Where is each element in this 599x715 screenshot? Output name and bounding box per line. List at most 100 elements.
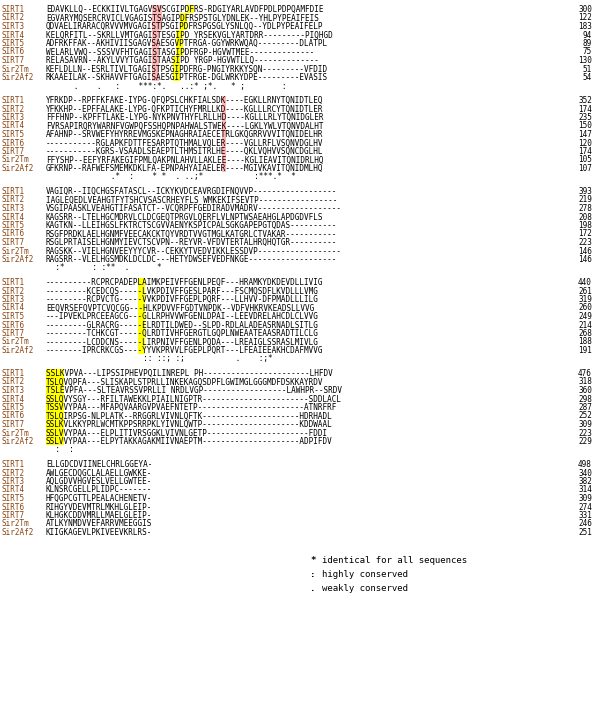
Text: -----------KGRS-VSAADLSEAEPTLTHMSITRLHE----QKLVQHVVSQNCDGLHL: -----------KGRS-VSAADLSEAEPTLTHMSITRLHE-…	[46, 147, 323, 156]
Text: ---------RCPVCTG-----VVKPDIVFFGEPLPQRF---LLHVV-DFPMADLLLILG: ---------RCPVCTG-----VVKPDIVFFGEPLPQRF--…	[46, 295, 319, 304]
Bar	[138, 345, 144, 354]
Text: Sir2Af2: Sir2Af2	[2, 164, 34, 173]
Text: 298: 298	[578, 395, 592, 403]
Text: RAGSRR--VLELHGSMDKLDCLDC---HETYDWSEFVEDFNKGE-------------------: RAGSRR--VLELHGSMDKLDCLDC---HETYDWSEFVEDF…	[46, 255, 337, 264]
Text: 246: 246	[578, 520, 592, 528]
Text: 51: 51	[583, 64, 592, 74]
Bar	[152, 21, 162, 30]
Text: SIRT3: SIRT3	[2, 22, 25, 31]
Text: SSLVVYPAA---ELPLITIVRSGGKLVIVNLGETP----------------------FDDI: SSLVVYPAA---ELPLITIVRSGGKLVIVNLGETP-----…	[46, 428, 328, 438]
Text: .*  :    * *  . ..;*           :***.*  *: .* : * * . ..;* :***.* *	[46, 172, 342, 182]
Text: SIRT2: SIRT2	[2, 104, 25, 114]
Text: RKAAEILAK--SKHAVVFTGAGISAESGIPTFRGE-DGLWRKYDPE---------EVASIS: RKAAEILAK--SKHAVVFTGAGISAESGIPTFRGE-DGLW…	[46, 73, 328, 82]
Text: ELLGDCDVIINELCHRLGGEYA-: ELLGDCDVIINELCHRLGGEYA-	[46, 460, 152, 469]
Text: ---------KCEDCQS-----LVKPDIVFFGESLPARF---FSCMQSDFLKVDLLLVMG: ---------KCEDCQS-----LVKPDIVFFGESLPARF--…	[46, 287, 319, 295]
Bar	[222, 138, 225, 147]
Text: 183: 183	[578, 22, 592, 31]
Bar	[46, 377, 63, 385]
Text: KEFLDLLN--ESRLTIVLTGAGISTPSGIPDFRG-PNGIYRKKYSQN---------VFDID: KEFLDLLN--ESRLTIVLTGAGISTPSGIPDFRG-PNGIY…	[46, 64, 328, 74]
Text: 75: 75	[583, 47, 592, 56]
Text: SIRT2: SIRT2	[2, 195, 25, 204]
Text: 440: 440	[578, 278, 592, 287]
Text: ---------GLRACRG-----ELRDTILDWED--SLPD-RDLALADEASRNADLSITLG: ---------GLRACRG-----ELRDTILDWED--SLPD-R…	[46, 320, 319, 330]
Text: 120: 120	[578, 139, 592, 147]
Text: KLHGKCDDVMRLLMAELGLEIP-: KLHGKCDDVMRLLMAELGLEIP-	[46, 511, 152, 520]
Text: SIRT5: SIRT5	[2, 494, 25, 503]
Text: 300: 300	[578, 5, 592, 14]
Text: 223: 223	[578, 428, 592, 438]
Bar	[152, 64, 159, 72]
Text: SIRT3: SIRT3	[2, 295, 25, 304]
Bar	[222, 104, 225, 112]
Text: .    .   :    ***:*.   ..:* ;*.   * ;        :: . . : ***:*. ..:* ;*. * ; :	[46, 82, 351, 91]
Text: weakly conserved: weakly conserved	[322, 584, 408, 593]
Text: 150: 150	[578, 122, 592, 131]
Text: 219: 219	[578, 195, 592, 204]
Bar	[176, 30, 183, 39]
Bar	[138, 312, 144, 320]
Text: SIRT2: SIRT2	[2, 287, 25, 295]
Text: 331: 331	[578, 511, 592, 520]
Text: EEQVRSEFQVPTCVQCGG---HLKPDVVFFGDTVNPDK--VDFVHKRVKEADSLLVVG: EEQVRSEFQVPTCVQCGG---HLKPDVVFFGDTVNPDK--…	[46, 303, 314, 312]
Text: YFRKDP--RPFFKFAKE-IYPG-QFQPSLCHKFIALSDK----EGKLLRNYTQNIDTLEQ: YFRKDP--RPFFKFAKE-IYPG-QFQPSLCHKFIALSDK-…	[46, 96, 323, 105]
Text: RSGFPRDKLAELHGNMFVEECAKCKTQYVRDTVVGTMGLKATGRLCTVAKAR-----------: RSGFPRDKLAELHGNMFVEECAKCKTQYVRDTVVGTMGLK…	[46, 230, 337, 239]
Bar	[152, 4, 162, 13]
Text: RAGSKK--VIELHGNVEEYYYCVR--CEKKYTVEDVIKKLESSDVP------------------: RAGSKK--VIELHGNVEEYYYCVR--CEKKYTVEDVIKKL…	[46, 247, 342, 255]
Text: 252: 252	[578, 412, 592, 420]
Text: QDVAELIRARACQRVVVMVGAGISTPSGIPDFRSPGSGLYSNLQQ--YDLPYPEAIFELP: QDVAELIRARACQRVVVMVGAGISTPSGIPDFRSPGSGLY…	[46, 22, 323, 31]
Text: SIRT2: SIRT2	[2, 14, 25, 22]
Text: 130: 130	[578, 56, 592, 65]
Text: Sir2Af2: Sir2Af2	[2, 255, 34, 264]
Text: 278: 278	[578, 204, 592, 213]
Text: Sir2Af2: Sir2Af2	[2, 528, 34, 537]
Text: :  :: : :	[46, 445, 333, 455]
Text: *: *	[310, 556, 316, 565]
Text: SIRT5: SIRT5	[2, 403, 25, 412]
Text: SIRT6: SIRT6	[2, 47, 25, 56]
Text: SIRT7: SIRT7	[2, 420, 25, 429]
Text: SIRT4: SIRT4	[2, 31, 25, 39]
Text: 94: 94	[583, 31, 592, 39]
Text: EGVARYMQSERCRVICLVGAGISTSAGIPDFRSPSTGLYDNLEK--YHLPYPEAIFEIS: EGVARYMQSERCRVICLVGAGISTSAGIPDFRSPSTGLYD…	[46, 14, 319, 22]
Bar	[173, 56, 180, 64]
Text: SIRT6: SIRT6	[2, 230, 25, 239]
Text: SIRT1: SIRT1	[2, 96, 25, 105]
Text: GFKRNP--RAFWEFSMEMKDKLFA-EPNPAHYAIAELER----MGIVKAVITQNIDMLHQ: GFKRNP--RAFWEFSMEMKDKLFA-EPNPAHYAIAELER-…	[46, 164, 323, 173]
Text: Sir2Tm: Sir2Tm	[2, 337, 30, 347]
Text: SIRT5: SIRT5	[2, 312, 25, 321]
Text: 340: 340	[578, 468, 592, 478]
Text: 268: 268	[578, 329, 592, 338]
Text: -----------RGLAPKFDTTFESARPTQTHMALVQLER----VGLLRFLVSQNVDGLHV: -----------RGLAPKFDTTFESARPTQTHMALVQLER-…	[46, 139, 323, 147]
Text: SIRT4: SIRT4	[2, 395, 25, 403]
Text: TSLEVPFA---SLTEAVRSSVPRLLI NRDLVGP------------------LAWHPR--SRDV: TSLEVPFA---SLTEAVRSSVPRLLI NRDLVGP------…	[46, 386, 342, 395]
Bar	[187, 4, 194, 13]
Text: SIRT1: SIRT1	[2, 187, 25, 196]
Bar	[46, 436, 63, 445]
Text: VSGIPAASKLVEAHGTIFASATCT--VCQRPFFGEDIRADVMADRV------------------: VSGIPAASKLVEAHGTIFASATCT--VCQRPFFGEDIRAD…	[46, 204, 342, 213]
Bar	[222, 96, 225, 104]
Text: SIRT5: SIRT5	[2, 39, 25, 48]
Text: SIRT4: SIRT4	[2, 212, 25, 222]
Bar	[152, 39, 159, 47]
Text: Sir2Tm: Sir2Tm	[2, 155, 30, 164]
Text: 309: 309	[578, 420, 592, 429]
Text: AQLGDVVHGVESLVELLGWTEE-: AQLGDVVHGVESLVELLGWTEE-	[46, 477, 152, 486]
Bar	[46, 368, 63, 377]
Text: YFKKHP--EPFFALAKE-LYPG-QFKPTICHYFMRLLKD----KGLLLRCYTQNIDTLER: YFKKHP--EPFFALAKE-LYPG-QFKPTICHYFMRLLKD-…	[46, 104, 323, 114]
Text: 352: 352	[578, 96, 592, 105]
Text: SIRT7: SIRT7	[2, 147, 25, 156]
Text: SIRT7: SIRT7	[2, 511, 25, 520]
Text: SIRT4: SIRT4	[2, 303, 25, 312]
Bar	[222, 164, 225, 172]
Text: SSLQVYSGY---RFILTAWEKKLPIAILNIGPTR-----------------------SDDLACL: SSLQVYSGY---RFILTAWEKKLPIAILNIGPTR------…	[46, 395, 342, 403]
Text: :*      : :**  .      *: :* : :** . *	[46, 264, 300, 272]
Text: 249: 249	[578, 312, 592, 321]
Text: 172: 172	[578, 230, 592, 239]
Text: SSLKVLKKYPRLWCMTKPPSRRPKLYIVNLQWTP---------------------KDDWAAL: SSLKVLKKYPRLWCMTKPPSRRPKLYIVNLQWTP------…	[46, 420, 333, 429]
Text: SIRT1: SIRT1	[2, 278, 25, 287]
Bar	[152, 72, 159, 81]
Text: AWLGECDQGCLALAELLGWKKE-: AWLGECDQGCLALAELLGWKKE-	[46, 468, 152, 478]
Text: Sir2Tm: Sir2Tm	[2, 247, 30, 255]
Text: ---------TCHKCGT-----QLRDTIVHFGERGTLGQPLNWEAATEAASRADTILCLG: ---------TCHKCGT-----QLRDTIVHFGERGTLGQPL…	[46, 329, 319, 338]
Bar	[46, 403, 63, 411]
